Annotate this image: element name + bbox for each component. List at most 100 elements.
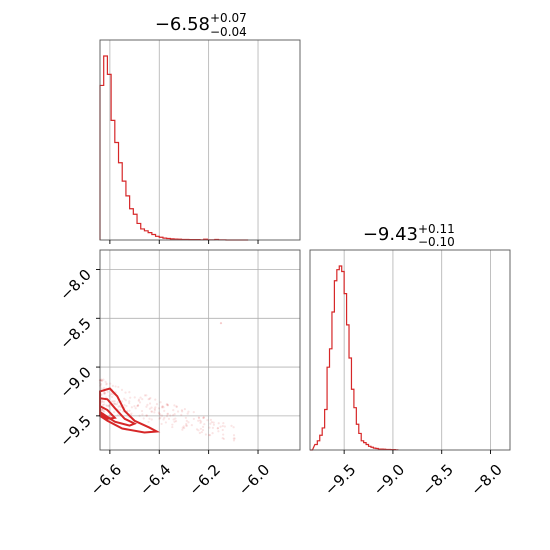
scatter-point xyxy=(110,395,114,399)
scatter-point xyxy=(146,403,149,407)
scatter-point xyxy=(209,422,212,425)
scatter-point xyxy=(103,392,106,395)
scatter-point xyxy=(175,405,178,408)
scatter-point xyxy=(159,401,162,404)
scatter-point xyxy=(232,434,236,437)
scatter-point xyxy=(232,437,235,440)
scatter-point xyxy=(219,425,222,428)
scatter-point xyxy=(174,420,178,423)
scatter-point xyxy=(133,396,136,399)
scatter-point xyxy=(123,404,126,407)
scatter-point xyxy=(197,416,201,420)
scatter-point xyxy=(150,410,154,413)
scatter-point xyxy=(139,396,142,399)
scatter-point xyxy=(153,411,156,414)
scatter-point xyxy=(197,416,200,419)
scatter-point xyxy=(174,417,177,420)
histogram-2-grid xyxy=(343,250,491,450)
scatter-point xyxy=(103,391,106,394)
scatter-point xyxy=(187,421,190,424)
scatter-point xyxy=(222,433,225,436)
scatter-point xyxy=(172,409,175,412)
scatter-point xyxy=(206,419,209,422)
scatter-point xyxy=(202,416,205,419)
scatter-point xyxy=(185,424,189,427)
scatter-point xyxy=(108,394,111,397)
histogram-2-xtick-label-1: −9.0 xyxy=(370,461,408,499)
scatter-point xyxy=(109,382,112,385)
scatter-point xyxy=(159,416,162,419)
scatter-point xyxy=(230,424,233,427)
scatter-point xyxy=(102,387,106,390)
scatter-point xyxy=(106,404,109,407)
scatter-point xyxy=(166,412,169,415)
scatter-point xyxy=(137,398,141,401)
scatter-point xyxy=(172,418,175,421)
scatter-point xyxy=(166,403,169,406)
scatter-point xyxy=(171,423,174,426)
scatter-point xyxy=(136,404,140,407)
scatter-point xyxy=(192,417,195,421)
scatter-point xyxy=(195,428,199,431)
scatter-point xyxy=(102,410,105,413)
scatter-point xyxy=(134,407,137,410)
scatter-point xyxy=(101,400,104,403)
scatter-point xyxy=(208,434,212,437)
scatter-point xyxy=(141,413,144,416)
scatter-point xyxy=(133,405,136,408)
scatter-point xyxy=(183,426,186,430)
histogram-param-2: −9.5 −9.0 −8.5 −8.0 −9.43 +0.11 −0.10 xyxy=(309,222,511,499)
scatter-point xyxy=(158,412,161,415)
histogram-1-title-upper-error: +0.07 xyxy=(210,11,247,25)
scatter-point xyxy=(107,404,111,407)
histogram-1-ticks xyxy=(109,240,259,244)
scatter-point xyxy=(157,407,161,410)
scatter-point xyxy=(190,424,193,427)
scatter-grid xyxy=(100,250,300,450)
scatter-point xyxy=(120,388,124,391)
histogram-2-xtick-label-3: −8.0 xyxy=(467,461,505,499)
scatter-point xyxy=(181,410,184,413)
scatter-point xyxy=(115,403,119,406)
scatter-point xyxy=(221,436,224,440)
scatter-point xyxy=(212,423,216,426)
scatter-ytick-label-0: −8.0 xyxy=(56,266,94,304)
scatter-point xyxy=(233,437,236,440)
scatter-ytick-label-2: −9.0 xyxy=(56,363,94,401)
scatter-point xyxy=(197,419,200,422)
scatter-point xyxy=(199,427,203,430)
scatter-point xyxy=(184,416,187,419)
scatter-point xyxy=(173,404,176,407)
scatter-point xyxy=(108,404,111,407)
scatter-point xyxy=(137,399,140,402)
scatter-point xyxy=(158,417,161,420)
scatter-point xyxy=(100,379,103,382)
scatter-point xyxy=(106,390,109,393)
scatter-point xyxy=(101,408,104,411)
scatter-point xyxy=(141,398,144,401)
scatter-point xyxy=(197,429,200,432)
histogram-1-title-lower-error: −0.04 xyxy=(210,25,247,39)
scatter-point xyxy=(113,410,116,414)
scatter-point xyxy=(217,422,220,425)
histogram-2-x-ticks: −9.5 −9.0 −8.5 −8.0 xyxy=(321,450,506,499)
scatter-point xyxy=(107,405,110,408)
scatter-point xyxy=(130,406,133,409)
scatter-point xyxy=(201,425,205,429)
scatter-point xyxy=(160,422,163,426)
scatter-point xyxy=(101,403,104,407)
scatter-point xyxy=(116,401,119,404)
scatter-point xyxy=(165,403,168,406)
scatter-point xyxy=(199,421,202,425)
scatter-point xyxy=(181,428,184,431)
scatter-point xyxy=(145,405,148,408)
scatter-point xyxy=(116,413,119,416)
scatter-xtick-label-0: −6.6 xyxy=(87,461,125,499)
scatter-point xyxy=(222,422,225,425)
scatter-point xyxy=(126,409,129,412)
scatter-point xyxy=(100,387,103,390)
scatter-point xyxy=(166,413,169,416)
scatter-point xyxy=(105,404,108,407)
scatter-point xyxy=(183,408,186,411)
scatter-point xyxy=(172,413,175,417)
